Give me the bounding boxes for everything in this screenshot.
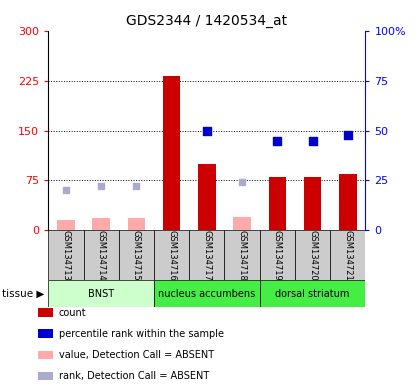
Text: BNST: BNST	[88, 289, 114, 299]
Text: rank, Detection Call = ABSENT: rank, Detection Call = ABSENT	[59, 371, 209, 381]
Title: GDS2344 / 1420534_at: GDS2344 / 1420534_at	[126, 14, 287, 28]
Text: GSM134715: GSM134715	[132, 230, 141, 281]
Text: GSM134718: GSM134718	[238, 230, 247, 281]
Text: GSM134721: GSM134721	[343, 230, 352, 281]
Bar	[57, 220, 75, 230]
Point	[239, 179, 245, 185]
Bar	[163, 76, 181, 230]
Bar	[330, 230, 365, 280]
Bar	[92, 218, 110, 230]
Text: value, Detection Call = ABSENT: value, Detection Call = ABSENT	[59, 350, 214, 360]
Text: nucleus accumbens: nucleus accumbens	[158, 289, 255, 299]
Text: GSM134720: GSM134720	[308, 230, 317, 281]
Bar	[233, 217, 251, 230]
Point	[63, 187, 69, 194]
Point	[98, 184, 105, 190]
Point	[133, 184, 140, 190]
Bar	[268, 177, 286, 230]
Text: dorsal striatum: dorsal striatum	[276, 289, 350, 299]
Bar	[119, 230, 154, 280]
Point	[309, 137, 316, 144]
Bar	[295, 230, 330, 280]
Text: tissue ▶: tissue ▶	[2, 289, 45, 299]
Bar	[48, 230, 84, 280]
Bar	[154, 230, 189, 280]
Point	[344, 131, 351, 137]
Text: percentile rank within the sample: percentile rank within the sample	[59, 329, 224, 339]
Bar	[260, 230, 295, 280]
Text: GSM134713: GSM134713	[61, 230, 71, 281]
Text: count: count	[59, 308, 87, 318]
Bar	[224, 230, 260, 280]
Bar	[304, 177, 321, 230]
Point	[274, 137, 281, 144]
Text: GSM134719: GSM134719	[273, 230, 282, 281]
Bar	[84, 230, 119, 280]
Text: GSM134716: GSM134716	[167, 230, 176, 281]
Bar	[154, 280, 260, 307]
Bar	[260, 280, 365, 307]
Bar	[189, 230, 224, 280]
Text: GSM134714: GSM134714	[97, 230, 106, 281]
Bar	[48, 280, 154, 307]
Bar	[128, 218, 145, 230]
Text: GSM134717: GSM134717	[202, 230, 211, 281]
Bar	[339, 174, 357, 230]
Bar	[198, 164, 215, 230]
Point	[203, 127, 210, 134]
